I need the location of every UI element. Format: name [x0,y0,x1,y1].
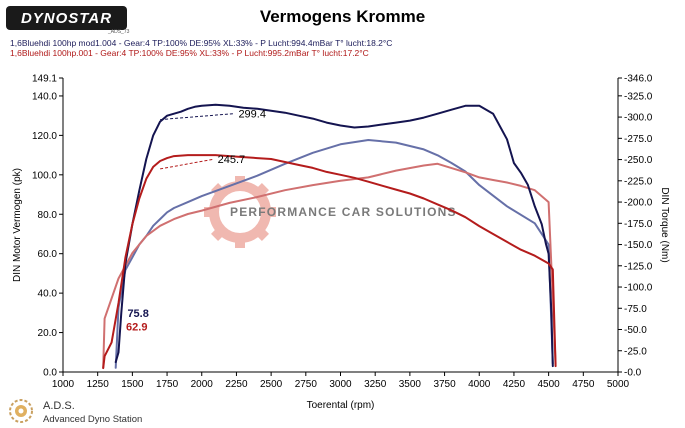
x-tick-label: 3500 [399,379,422,390]
y-tick-label-right: -0.0 [624,368,642,379]
x-tick-label: 3750 [433,379,456,390]
series-line-1-6bluehdi-100hp-mod1-004-power [114,103,554,368]
annotation-label: 245.7 [218,154,246,166]
watermark-text: PERFORMANCE CAR SOLUTIONS [230,205,457,219]
ads-logo-icon [9,399,33,423]
y-tick-label-left: 140.0 [32,91,57,102]
x-tick-label: 4750 [572,379,595,390]
y-tick-label-right: -346.0 [624,74,653,85]
x-tick-label: 5000 [607,379,630,390]
x-tick-label: 1750 [156,379,179,390]
series-line-1-6bluehdi-100hp-001-power [102,154,557,370]
y-tick-label-left: 20.0 [38,328,58,339]
x-tick-label: 2750 [295,379,318,390]
y-axis-label-left: DIN Motor Vermogen (pk) [12,168,23,282]
logo-subtext: _ADS_73 [108,29,130,35]
y-tick-label-left: 40.0 [38,289,58,300]
y-tick-label-right: -200.0 [624,198,653,209]
y-tick-label-right: -50.0 [624,325,647,336]
x-tick-label: 2500 [260,379,283,390]
annotation-leader [160,113,235,121]
annotation-label: 299.4 [238,109,266,121]
y-axis-label-right: DIN Torque (Nm) [659,187,670,262]
y-tick-label-left: 100.0 [32,170,57,181]
annotation-label: 62.9 [126,322,147,334]
annotation-label: 75.8 [127,308,148,320]
y-tick-label-right: -175.0 [624,219,653,230]
y-tick-label-right: -125.0 [624,261,653,272]
dynostar-logo: DYNOSTAR [6,6,127,30]
x-tick-label: 2250 [225,379,248,390]
y-tick-label-right: -325.0 [624,91,653,102]
series-line-1-6bluehdi-100hp-001-torque [102,162,557,369]
y-tick-label-left: 149.1 [32,74,57,85]
ads-subtitle: Advanced Dyno Station [43,414,143,425]
y-tick-label-right: -300.0 [624,113,653,124]
y-tick-label-right: -150.0 [624,240,653,251]
x-tick-label: 1500 [121,379,144,390]
x-tick-label: 3250 [364,379,387,390]
y-tick-label-left: 80.0 [38,210,58,221]
y-tick-label-right: -275.0 [624,134,653,145]
x-tick-label: 3000 [329,379,352,390]
annotation-leader [160,158,214,170]
run-legend-mod: 1,6Bluehdi 100hp mod1.004 - Gear:4 TP:10… [10,38,393,48]
y-tick-label-left: 0.0 [43,368,57,379]
watermark-gear-icon [209,181,271,243]
ads-name: A.D.S. [43,400,75,412]
x-tick-label: 4000 [468,379,491,390]
chart-title: Vermogens Kromme [259,7,426,26]
x-tick-label: 4500 [538,379,561,390]
y-tick-label-right: -25.0 [624,346,647,357]
run-legend-stock: 1,6Bluehdi 100hp.001 - Gear:4 TP:100% DE… [10,48,369,58]
x-tick-label: 1000 [52,379,75,390]
x-tick-label: 2000 [191,379,214,390]
y-tick-label-left: 120.0 [32,131,57,142]
x-tick-label: 4250 [503,379,526,390]
x-tick-label: 1250 [87,379,110,390]
y-tick-label-right: -250.0 [624,155,653,166]
y-tick-label-right: -225.0 [624,176,653,187]
y-tick-label-right: -75.0 [624,304,647,315]
y-tick-label-left: 60.0 [38,249,58,260]
x-axis-label: Toerental (rpm) [307,400,375,411]
y-tick-label-right: -100.0 [624,283,653,294]
